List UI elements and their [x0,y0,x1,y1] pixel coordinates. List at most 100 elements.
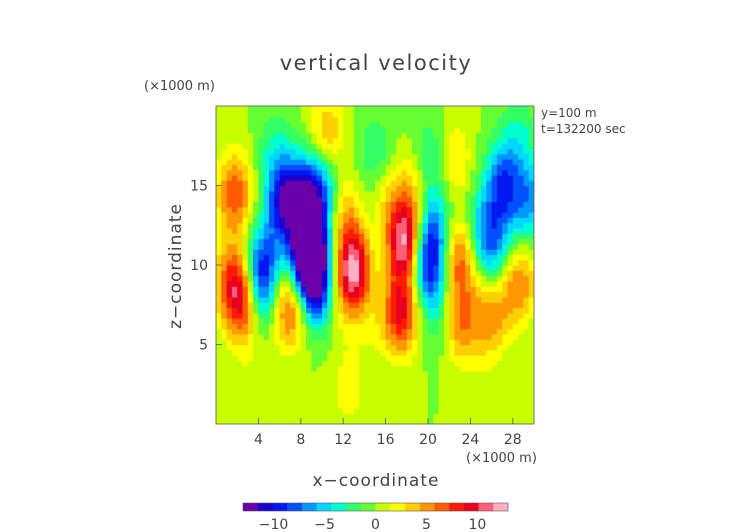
field-cell [253,217,259,224]
field-cell [237,233,244,240]
field-cell [523,318,530,324]
field-cell [385,243,392,250]
field-cell [343,312,350,319]
field-cell [475,201,482,208]
field-cell [337,339,344,346]
field-cell [491,286,498,293]
field-cell [470,222,477,229]
field-cell [322,121,328,128]
field-cell [528,254,534,261]
field-cell [412,323,418,330]
field-cell [390,408,397,414]
field-cell [247,116,254,123]
field-cell [406,302,413,308]
field-cell [263,349,270,356]
field-cell [216,222,222,229]
field-cell [481,392,487,399]
field-cell [343,413,350,420]
field-cell [454,312,461,319]
field-cell [274,307,281,314]
field-cell [284,201,291,208]
field-cell [279,323,286,330]
field-cell [332,275,339,282]
field-cell [343,386,350,393]
field-cell [231,312,238,319]
field-cell [375,190,381,197]
field-cell [221,339,228,346]
field-cell [295,296,302,303]
field-cell [459,212,466,218]
field-cell [306,275,312,282]
field-cell [279,386,286,393]
field-cell [454,196,461,202]
field-cell [465,217,471,224]
field-cell [274,222,281,229]
field-cell [412,286,418,293]
field-cell [502,402,509,409]
field-cell [295,121,302,128]
field-cell [284,212,291,218]
field-cell [422,227,429,234]
field-cell [306,386,312,393]
field-cell [496,254,503,261]
field-cell [454,349,461,356]
field-cell [454,259,461,266]
field-cell [258,402,265,409]
field-cell [401,265,408,271]
field-cell [258,302,265,308]
field-cell [322,312,328,319]
field-cell [364,333,371,340]
field-cell [332,132,339,139]
field-cell [375,180,381,187]
field-cell [502,106,509,112]
field-cell [295,286,302,293]
field-cell [401,360,408,367]
field-cell [237,349,244,356]
field-cell [449,408,456,414]
field-cell [269,386,275,393]
field-cell [322,349,328,356]
field-cell [327,153,334,160]
field-cell [475,355,482,361]
field-cell [332,344,339,351]
field-cell [364,180,371,187]
field-cell [512,164,519,171]
field-cell [385,365,392,372]
field-cell [385,238,392,245]
field-cell [523,408,530,414]
field-cell [454,249,461,255]
field-cell [459,280,466,287]
field-cell [380,302,387,308]
field-cell [216,233,222,240]
field-cell [433,360,440,367]
field-cell [465,349,471,356]
field-cell [528,159,534,165]
field-cell [226,259,233,266]
field-cell [311,222,318,229]
field-cell [443,312,450,319]
field-cell [417,280,424,287]
field-cell [237,408,244,414]
field-cell [322,302,328,308]
field-cell [422,333,429,340]
field-cell [327,222,334,229]
field-cell [322,238,328,245]
field-cell [422,318,429,324]
field-cell [258,254,265,261]
field-cell [390,169,397,176]
field-cell [269,169,275,176]
field-cell [316,360,323,367]
field-cell [221,386,228,393]
field-cell [496,360,503,367]
field-cell [226,365,233,372]
field-cell [337,265,344,271]
field-cell [274,212,281,218]
field-cell [507,254,514,261]
field-cell [231,222,238,229]
field-cell [507,127,514,134]
field-cell [433,402,440,409]
field-cell [375,249,381,255]
field-cell [364,360,371,367]
field-cell [390,381,397,388]
field-cell [226,355,233,361]
